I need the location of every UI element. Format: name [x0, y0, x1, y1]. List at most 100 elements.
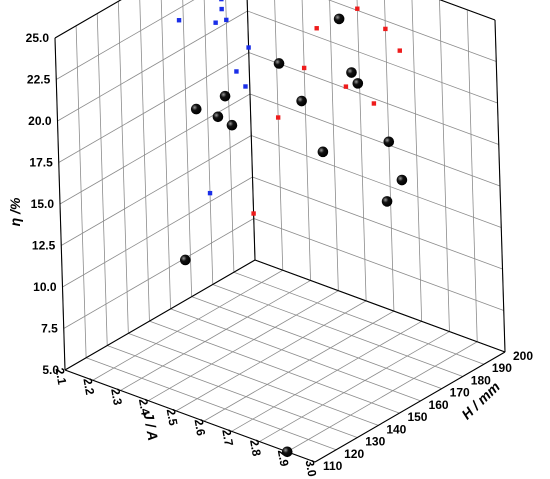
wall-grid-line	[59, 93, 251, 205]
wall-grid-line	[327, 0, 497, 62]
sphere-data-point	[352, 78, 364, 89]
y-tick-label: 110	[323, 459, 343, 473]
sphere-data-point	[346, 67, 357, 78]
axis-frame-edge	[64, 369, 316, 463]
wall-grid-line	[384, 0, 395, 312]
red-projection-point	[251, 211, 256, 216]
floor-grid-line	[231, 320, 422, 432]
sphere-data-point	[381, 196, 393, 207]
floor-grid-line	[170, 308, 421, 402]
y-tick-label: 200	[513, 349, 533, 363]
blue-projection-point	[207, 190, 213, 196]
axis-frame-edge	[494, 19, 506, 353]
red-projection-point	[301, 65, 307, 71]
floor-grid-line	[120, 280, 311, 391]
wall-grid-line	[356, 0, 367, 301]
floor-grid-line	[212, 284, 463, 377]
floor-grid-line	[107, 345, 358, 438]
wall-grid-line	[139, 0, 150, 322]
wall-grid-line	[63, 218, 254, 329]
wall-grid-line	[253, 218, 504, 311]
floor-grid-line	[128, 332, 379, 426]
axis-frame-edge	[314, 351, 506, 463]
blue-projection-point	[213, 20, 218, 25]
red-projection-point	[275, 115, 281, 120]
red-projection-point	[314, 26, 319, 31]
sphere-data-point	[317, 146, 329, 158]
axis-frame	[54, 0, 506, 463]
axis-frame-edge	[246, 0, 256, 261]
sphere-data-point	[212, 111, 224, 123]
floor-grid-line	[92, 269, 283, 381]
wall-grid-line	[252, 176, 503, 270]
wall-grid-line	[56, 0, 195, 80]
z-tick-label: 12.5	[32, 239, 56, 253]
red-projection-point	[371, 101, 377, 106]
wall-grid-line	[439, 0, 496, 21]
red-projection-point	[397, 48, 402, 53]
blue-projection-point	[246, 45, 251, 50]
floor-grid-line	[175, 300, 367, 412]
y-tick-label: 120	[344, 447, 364, 461]
sphere-data-point	[180, 254, 191, 266]
sphere-data-point	[383, 136, 395, 148]
sphere-data-point	[281, 446, 293, 458]
wall-grid-line	[251, 135, 502, 228]
wall-grid-line	[411, 0, 423, 322]
z-tick-label: 10.0	[33, 280, 57, 294]
sphere-data-point	[190, 103, 202, 115]
wall-grid-line	[248, 52, 499, 145]
blue-projection-point	[219, 6, 224, 12]
x-tick-label: 2.2	[80, 377, 97, 396]
sphere-data-point	[296, 95, 307, 107]
axis-frame-edge	[439, 0, 496, 21]
red-projection-point	[343, 84, 349, 89]
axis-frame-edge	[54, 0, 122, 39]
axis-frame-edge	[64, 259, 256, 371]
x-tick-label: 2.8	[247, 438, 264, 457]
floor-grid-line	[148, 290, 339, 402]
wall-grid-line	[247, 10, 498, 104]
x-tick-label: 2.7	[219, 428, 236, 447]
z-tick-label: 20.0	[28, 114, 52, 128]
wall-grid-line	[225, 0, 235, 273]
x-tick-label: 2.6	[191, 418, 208, 437]
wall-grid-line	[58, 52, 249, 163]
y-tick-label: 180	[471, 373, 491, 387]
y-tick-label: 150	[407, 410, 427, 424]
sphere-data-point	[219, 90, 231, 102]
wall-grid-line	[57, 10, 248, 122]
red-projection-point	[383, 26, 388, 32]
x-tick-label: 2.4	[136, 398, 153, 417]
floor-grid-line	[149, 320, 400, 414]
wall-grid-line	[274, 0, 284, 271]
y-tick-label: 130	[365, 435, 385, 449]
y-tick-label: 190	[492, 361, 512, 375]
axis-frame-edge	[54, 37, 66, 371]
z-tick-label: 22.5	[27, 73, 51, 87]
z-tick-label: 25.0	[26, 31, 50, 45]
y-tick-label: 170	[450, 386, 470, 400]
sphere-data-point	[273, 58, 285, 69]
x-axis-label: J / A	[141, 410, 162, 441]
floor-grid-line	[85, 357, 337, 451]
wall-grid-line	[62, 176, 253, 288]
axis-frame-edge	[254, 259, 506, 353]
floor-grid-line	[259, 331, 450, 442]
tick-labels: 5.0 7.5 10.0 12.5 15.0 17.5 20.0 22.5 25.0 2.1 2.2…	[26, 31, 534, 478]
sphere-data-point	[396, 174, 408, 186]
z-tick-label: 7.5	[41, 322, 58, 336]
y-tick-label: 140	[386, 422, 406, 436]
wall-grid-line	[203, 0, 214, 285]
x-tick-label: 2.3	[108, 387, 125, 406]
blue-projection-point	[224, 17, 229, 23]
blue-projection-point	[243, 84, 248, 89]
z-tick-label: 17.5	[29, 156, 53, 170]
sphere-data-point	[226, 119, 238, 131]
blue-projection-point	[176, 18, 182, 23]
floor-grid-line	[191, 296, 442, 390]
wall-grid-line	[61, 135, 252, 246]
red-projection-point	[355, 6, 360, 11]
wall-grid-line	[160, 0, 171, 309]
